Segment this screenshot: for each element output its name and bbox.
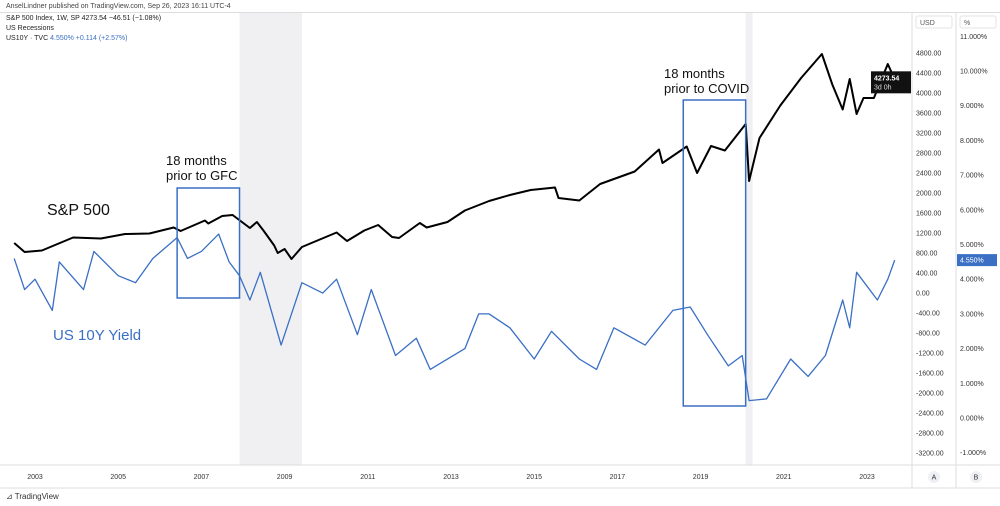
right-tick-label: 7.000%	[960, 173, 984, 180]
legend-recessions[interactable]: US Recessions	[6, 25, 54, 32]
last-price-value: 4273.54	[874, 75, 899, 82]
x-tick-label: 2021	[776, 474, 792, 481]
tradingview-logo-text: TradingView	[14, 492, 59, 501]
left-tick-label: -2400.00	[916, 411, 944, 418]
x-tick-label: 2005	[110, 474, 126, 481]
left-tick-label: -400.00	[916, 311, 940, 318]
right-tick-label: 1.000%	[960, 381, 984, 388]
x-tick-label: 2007	[194, 474, 210, 481]
left-tick-label: -1200.00	[916, 351, 944, 358]
left-tick-label: 3200.00	[916, 131, 941, 138]
percent-header: %	[964, 20, 970, 27]
scale-badge-label: B	[974, 475, 979, 482]
gfc-box	[176, 187, 241, 299]
left-tick-label: 4400.00	[916, 71, 941, 78]
last-yield-badge	[957, 254, 997, 267]
last-price-badge	[871, 71, 911, 94]
legend-sp500[interactable]: S&P 500 Index, 1W, SP 4273.54 −46.51 (−1…	[6, 15, 162, 22]
sp500-line	[13, 53, 896, 260]
right-tick-label: 5.000%	[960, 242, 984, 249]
x-tick-label: 2017	[610, 474, 626, 481]
left-tick-label: -2800.00	[916, 431, 944, 438]
left-tick-label: -800.00	[916, 331, 940, 338]
last-yield-value: 4.550%	[960, 258, 984, 265]
left-tick-label: 0.00	[916, 291, 930, 298]
left-tick-label: 4800.00	[916, 51, 941, 58]
usd-header-box	[915, 15, 953, 29]
left-tick-label: 2400.00	[916, 171, 941, 178]
scale-badge	[970, 471, 982, 483]
left-tick-label: 1600.00	[916, 211, 941, 218]
right-tick-label: 9.000%	[960, 103, 984, 110]
tradingview-logo: ⊿ TradingView	[6, 492, 59, 501]
legend-us10y-value: 4.550% +0.114 (+2.57%)	[50, 35, 128, 42]
last-price-countdown: 3d 0h	[874, 84, 892, 91]
x-tick-label: 2003	[27, 474, 43, 481]
publisher-line: AnselLindner published on TradingView.co…	[6, 3, 231, 10]
gfc-annotation: prior to GFC	[166, 168, 238, 183]
recession-band	[745, 13, 753, 465]
legend-us10y[interactable]: US10Y · TVC 4.550% +0.114 (+2.57%)	[6, 34, 161, 44]
right-tick-label: 6.000%	[960, 207, 984, 214]
x-tick-label: 2023	[859, 474, 875, 481]
left-tick-label: -1600.00	[916, 371, 944, 378]
right-tick-label: 3.000%	[960, 311, 984, 318]
right-tick-label: 0.000%	[960, 416, 984, 423]
legend-us10y-name: US10Y · TVC	[6, 35, 49, 42]
left-tick-label: 400.00	[916, 271, 938, 278]
sp500-label: S&P 500	[47, 202, 110, 219]
left-tick-label: 800.00	[916, 251, 938, 258]
x-tick-label: 2013	[443, 474, 459, 481]
us10y-line	[13, 233, 896, 402]
tradingview-logo-icon: ⊿	[6, 492, 15, 501]
left-tick-label: 2800.00	[916, 151, 941, 158]
left-tick-label: 2000.00	[916, 191, 941, 198]
left-tick-label: 1200.00	[916, 231, 941, 238]
right-tick-label: 4.000%	[960, 277, 984, 284]
x-tick-label: 2011	[360, 474, 375, 481]
right-tick-label: -1.000%	[960, 450, 986, 457]
gfc-annotation: 18 months	[166, 153, 227, 168]
right-tick-label: 11.000%	[960, 34, 987, 41]
x-tick-label: 2009	[277, 474, 293, 481]
left-tick-label: 4000.00	[916, 91, 941, 98]
left-tick-label: -2000.00	[916, 391, 944, 398]
x-tick-label: 2015	[526, 474, 542, 481]
percent-header-box	[959, 15, 997, 29]
covid-annotation: 18 months	[664, 66, 725, 81]
right-tick-label: 10.000%	[960, 69, 988, 76]
scale-badge	[928, 471, 940, 483]
right-tick-label: 8.000%	[960, 138, 984, 145]
usd-header: USD	[920, 20, 935, 27]
covid-annotation: prior to COVID	[664, 81, 749, 96]
scale-badge-label: A	[932, 475, 937, 482]
left-tick-label: -3200.00	[916, 451, 944, 458]
left-tick-label: 3600.00	[916, 111, 941, 118]
x-tick-label: 2019	[693, 474, 709, 481]
right-tick-label: 2.000%	[960, 346, 984, 353]
chart-legend: S&P 500 Index, 1W, SP 4273.54 −46.51 (−1…	[6, 14, 161, 44]
chart-frame[interactable]	[0, 12, 1000, 491]
covid-box	[682, 99, 747, 407]
us10y-label: US 10Y Yield	[53, 327, 141, 344]
